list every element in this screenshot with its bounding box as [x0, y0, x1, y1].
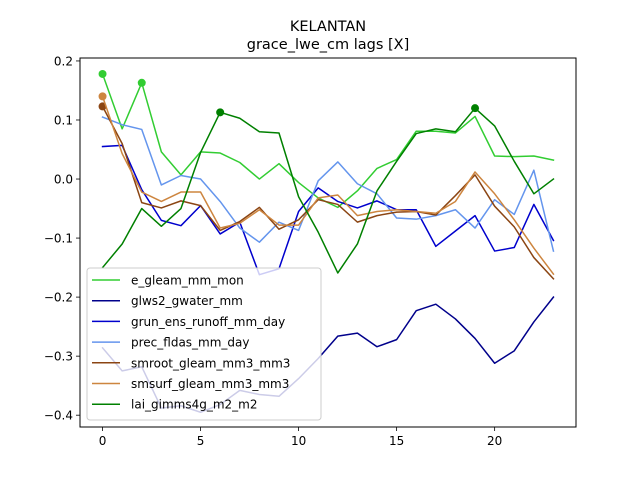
y-tick-label: −0.3: [44, 349, 73, 363]
legend-label-grun_ens_runoff_mm_day: grun_ens_runoff_mm_day: [131, 315, 285, 329]
y-tick-label: 0.0: [54, 172, 73, 186]
y-tick-label: −0.2: [44, 290, 73, 304]
series-line-smsurf_gleam_mm3_mm3: [101, 95, 555, 276]
legend-label-e_gleam_mm_mon: e_gleam_mm_mon: [131, 274, 244, 288]
chart-title: KELANTAN: [290, 19, 366, 35]
series-marker-lai_gimms4g_m2_m2-1: [471, 104, 480, 113]
series-marker-e_gleam_mm_mon-0: [98, 69, 107, 78]
legend-label-glws2_gwater_mm: glws2_gwater_mm: [131, 294, 243, 308]
y-tick-label: −0.4: [44, 408, 73, 422]
x-tick-label: 5: [197, 434, 205, 448]
x-tick-label: 10: [291, 434, 306, 448]
x-tick-label: 0: [99, 434, 107, 448]
y-tick-label: 0.2: [54, 54, 73, 68]
legend: e_gleam_mm_mon glws2_gwater_mm grun_ens_ru…: [86, 267, 322, 421]
y-axis: −0.4 −0.3 −0.2 −0.1 0.0 0.1 0.2: [44, 54, 80, 422]
legend-label-smsurf_gleam_mm3_mm3: smsurf_gleam_mm3_mm3: [131, 377, 289, 391]
legend-entries: e_gleam_mm_mon glws2_gwater_mm grun_ens_ru…: [92, 274, 290, 412]
x-tick-label: 20: [487, 434, 502, 448]
series-line-grun_ens_runoff_mm_day: [101, 144, 555, 276]
x-axis: 0 5 10 15 20: [99, 427, 502, 448]
series-marker-lai_gimms4g_m2_m2-0: [216, 108, 225, 117]
legend-label-smroot_gleam_mm3_mm3: smroot_gleam_mm3_mm3: [131, 356, 290, 370]
series-line-smroot_gleam_mm3_mm3: [101, 105, 555, 280]
legend-label-lai_gimms4g_m2_m2: lai_gimms4g_m2_m2: [131, 398, 258, 412]
plot-frame: [79, 57, 577, 428]
legend-label-prec_fldas_mm_day: prec_fldas_mm_day: [131, 336, 250, 350]
chart-subtitle: grace_lwe_cm lags [X]: [247, 37, 410, 53]
x-tick-label: 15: [389, 434, 404, 448]
y-tick-label: 0.1: [54, 113, 73, 127]
legend-box: [86, 267, 322, 421]
series-line-lai_gimms4g_m2_m2: [101, 107, 555, 274]
series-marker-e_gleam_mm_mon-1: [137, 78, 146, 87]
series-marker-smsurf_gleam_mm3_mm3-0: [98, 92, 107, 101]
series-line-prec_fldas_mm_day: [101, 116, 555, 252]
y-tick-label: −0.1: [44, 231, 73, 245]
series-layer: [98, 69, 555, 413]
